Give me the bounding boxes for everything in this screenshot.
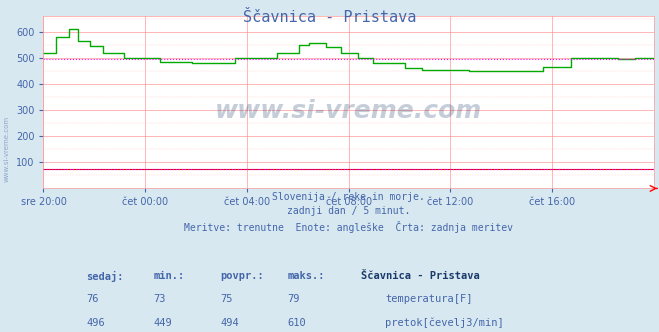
Text: 75: 75 [221,294,233,304]
Text: Meritve: trenutne  Enote: angleške  Črta: zadnja meritev: Meritve: trenutne Enote: angleške Črta: … [185,220,513,232]
Text: maks.:: maks.: [288,271,325,281]
Text: 79: 79 [288,294,300,304]
Text: www.si-vreme.com: www.si-vreme.com [215,99,482,123]
FancyBboxPatch shape [361,310,376,319]
Text: 449: 449 [154,318,172,328]
FancyBboxPatch shape [361,287,376,296]
Text: min.:: min.: [154,271,185,281]
Text: temperatura[F]: temperatura[F] [386,294,473,304]
Text: 494: 494 [221,318,239,328]
Text: 73: 73 [154,294,166,304]
Text: Ščavnica - Pristava: Ščavnica - Pristava [243,10,416,25]
Text: povpr.:: povpr.: [221,271,264,281]
Text: 496: 496 [86,318,105,328]
Text: Slovenija / reke in morje.: Slovenija / reke in morje. [272,192,425,203]
Text: 610: 610 [288,318,306,328]
Text: www.si-vreme.com: www.si-vreme.com [3,116,9,183]
Text: pretok[čevelj3/min]: pretok[čevelj3/min] [386,318,504,328]
Text: 76: 76 [86,294,99,304]
Text: zadnji dan / 5 minut.: zadnji dan / 5 minut. [287,207,411,216]
Text: sedaj:: sedaj: [86,271,124,282]
Text: Ščavnica - Pristava: Ščavnica - Pristava [361,271,480,281]
